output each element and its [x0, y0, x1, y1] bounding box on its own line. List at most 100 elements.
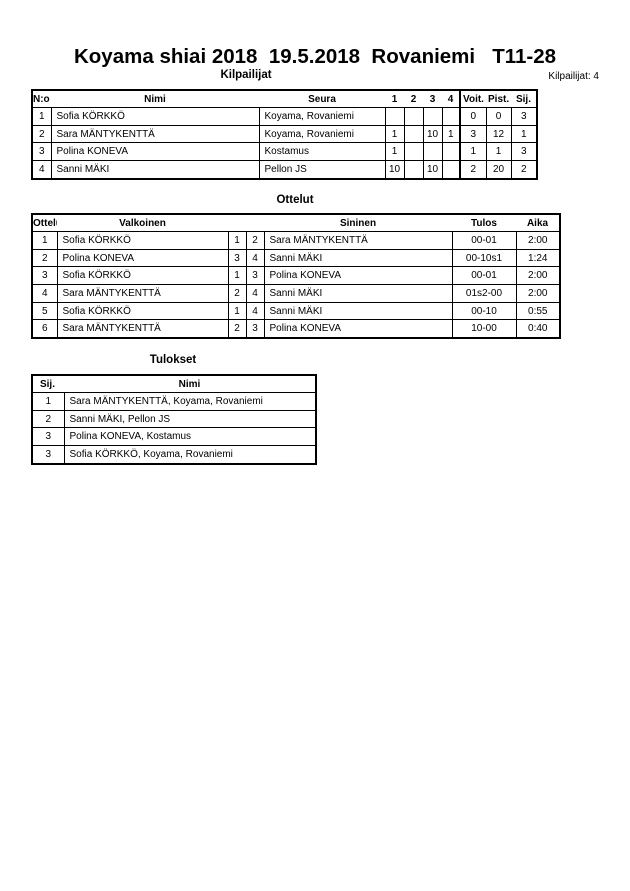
table-cell: [403, 142, 424, 162]
table-cell: Sofia KÖRKKÖ: [56, 266, 229, 286]
table-cell: Sanni MÄKI: [50, 160, 260, 180]
table-cell: [422, 107, 443, 126]
table-cell: [422, 142, 443, 162]
table-cell: 2: [245, 231, 265, 250]
table-cell: 2: [227, 319, 247, 339]
table-cell: Sofia KÖRKKÖ: [56, 231, 229, 250]
table-cell: 4: [245, 248, 265, 268]
table-cell: 0:55: [515, 301, 561, 321]
table-cell: Koyama, Rovaniemi: [258, 107, 386, 126]
table-cell: 4: [245, 301, 265, 321]
table-cell: 20: [485, 160, 512, 180]
table-cell: 1: [384, 124, 405, 144]
results-table: Sij. Nimi 1 Sara MÄNTYKENTTÄ, Koyama, Rovan…: [31, 374, 317, 465]
table-cell: 1: [227, 231, 247, 250]
table-cell: [441, 142, 461, 162]
matches-table: OtteluValkoinenSininenTulosAika1Sofia KÖ…: [31, 213, 561, 340]
table-row: 3 Sofia KÖRKKÖ, Koyama, Rovaniemi: [31, 445, 317, 465]
table-cell: [403, 124, 424, 144]
table-cell: 0: [459, 107, 487, 126]
table-cell: 5: [31, 301, 58, 321]
table-cell: 2: [510, 160, 538, 180]
column-header: Valkoinen: [57, 214, 228, 232]
table-row: 3 Polina KONEVA Kostamus 1 1 1 3: [31, 142, 538, 162]
table-cell: 2: [31, 248, 58, 268]
column-header: Sij.: [511, 90, 537, 108]
table-cell: 2: [31, 409, 65, 429]
table-row: 6 Sara MÄNTYKENTTÄ 2 3 Polina KONEVA 10-00 0:4…: [31, 319, 561, 339]
table-cell: 2: [31, 124, 52, 144]
column-header: Pist.: [486, 90, 511, 108]
table-cell: Koyama, Rovaniemi: [258, 124, 386, 144]
table-cell: 00-01: [451, 266, 517, 286]
table-cell: 1: [31, 392, 65, 411]
table-cell: 2: [227, 284, 247, 303]
table-cell: Polina KONEVA: [56, 248, 229, 268]
table-row: 4 Sanni MÄKI Pellon JS 10 10 2 20 2: [31, 160, 538, 180]
table-cell: 1:24: [515, 248, 561, 268]
table-row: 2 Sanni MÄKI, Pellon JS: [31, 409, 317, 429]
table-cell: 2:00: [515, 284, 561, 303]
table-cell: Sofia KÖRKKÖ, Koyama, Rovaniemi: [63, 445, 317, 465]
table-cell: Sara MÄNTYKENTTÄ: [50, 124, 260, 144]
column-header: 2: [404, 90, 423, 108]
column-header: 4: [442, 90, 460, 108]
table-row: 1 Sofia KÖRKKÖ Koyama, Rovaniemi 0 0 3: [31, 107, 538, 126]
table-row: 1 Sara MÄNTYKENTTÄ, Koyama, Rovaniemi: [31, 392, 317, 411]
table-cell: Sanni MÄKI: [263, 248, 453, 268]
table-cell: Sara MÄNTYKENTTÄ: [56, 319, 229, 339]
table-cell: 3: [459, 124, 487, 144]
table-row: 3 Polina KONEVA, Kostamus: [31, 427, 317, 447]
table-row: 2 Sara MÄNTYKENTTÄ Koyama, Rovaniemi 1 10 1 3 1…: [31, 124, 538, 144]
column-header: [246, 214, 264, 232]
table-cell: [403, 160, 424, 180]
column-header: Ottelu: [32, 214, 57, 232]
column-header: Seura: [259, 90, 385, 108]
table-cell: 1: [441, 124, 461, 144]
table-cell: 3: [245, 319, 265, 339]
table-row: 2 Polina KONEVA 3 4 Sanni MÄKI 00-10s1 1:24: [31, 248, 561, 268]
table-cell: 00-01: [451, 231, 517, 250]
table-cell: 2:00: [515, 231, 561, 250]
table-cell: 4: [31, 284, 58, 303]
column-header: Nimi: [64, 375, 316, 393]
table-cell: 6: [31, 319, 58, 339]
table-cell: 1: [31, 107, 52, 126]
column-header: [228, 214, 246, 232]
table-cell: Sofia KÖRKKÖ: [50, 107, 260, 126]
table-cell: Sara MÄNTYKENTTÄ: [56, 284, 229, 303]
table-cell: Sanni MÄKI, Pellon JS: [63, 409, 317, 429]
table-cell: 3: [510, 107, 538, 126]
table-cell: Sofia KÖRKKÖ: [56, 301, 229, 321]
column-header: Voit.: [459, 90, 486, 108]
column-header: Aika: [516, 214, 560, 232]
table-cell: 3: [31, 142, 52, 162]
table-cell: 3: [31, 445, 65, 465]
competitors-heading: Kilpailijat: [220, 69, 272, 81]
table-cell: 2: [459, 160, 487, 180]
table-cell: 0: [485, 107, 512, 126]
table-cell: 4: [31, 160, 52, 180]
results-heading: Tulokset: [149, 354, 197, 366]
table-cell: Sanni MÄKI: [263, 301, 453, 321]
table-cell: 10-00: [451, 319, 517, 339]
table-cell: 3: [31, 266, 58, 286]
table-row: 3 Sofia KÖRKKÖ 1 3 Polina KONEVA 00-01 2:00: [31, 266, 561, 286]
column-header: 1: [385, 90, 404, 108]
table-cell: 12: [485, 124, 512, 144]
table-cell: 01s2-00: [451, 284, 517, 303]
competitor-count: Kilpailijat: 4: [548, 71, 599, 82]
table-cell: 3: [227, 248, 247, 268]
table-cell: 4: [245, 284, 265, 303]
table-cell: 1: [485, 142, 512, 162]
table-cell: 1: [31, 231, 58, 250]
table-cell: [441, 107, 461, 126]
table-cell: Kostamus: [258, 142, 386, 162]
table-cell: 00-10: [451, 301, 517, 321]
competitors-table: N:o Nimi Seura 1 2 3 4 Voit. Pist. Sij. 1 Sofia KÖR…: [31, 89, 538, 180]
table-cell: Polina KONEVA, Kostamus: [63, 427, 317, 447]
table-cell: 00-10s1: [451, 248, 517, 268]
table-cell: 1: [384, 142, 405, 162]
table-cell: 2:00: [515, 266, 561, 286]
table-cell: 1: [227, 266, 247, 286]
